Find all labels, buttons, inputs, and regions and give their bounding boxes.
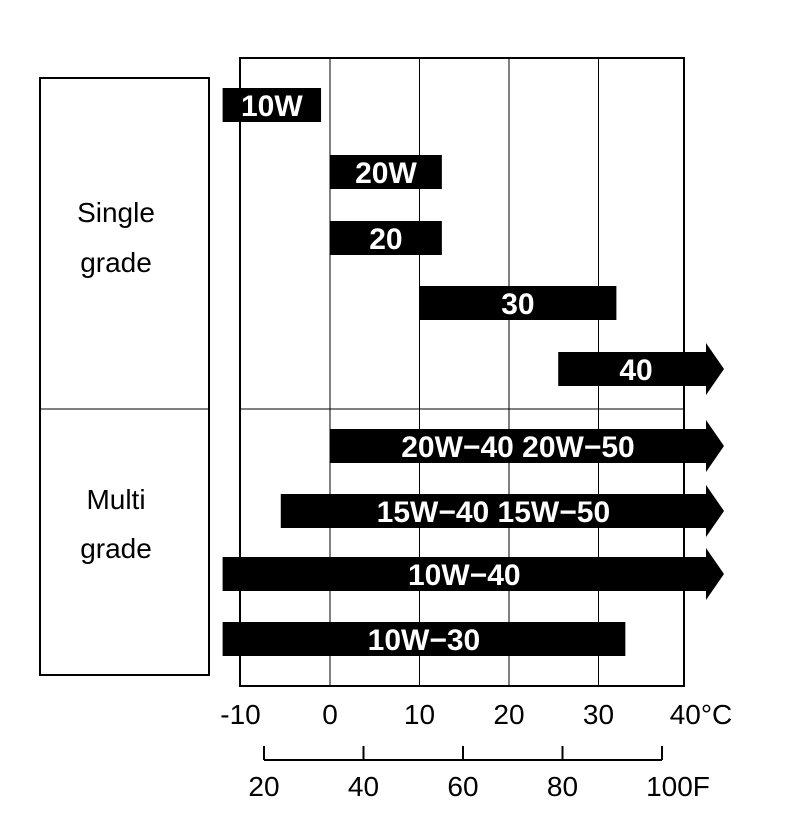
celsius-tick-label: 40°C [670, 699, 733, 730]
group-label-line: Multi [86, 484, 145, 515]
bar-label: 20 [369, 223, 402, 256]
bar-7 [280, 485, 724, 537]
celsius-tick-label: 20 [493, 699, 524, 730]
fahrenheit-tick-label: 100F [646, 771, 710, 802]
bar-3 [330, 221, 442, 255]
bar-label: 10W−30 [368, 624, 481, 657]
bar-6 [330, 420, 724, 472]
celsius-tick-label: 30 [583, 699, 614, 730]
fahrenheit-axis: 20 40 60 80 100F [248, 746, 710, 802]
group-label-box [39, 77, 210, 676]
group-label-multi-grade: Multi grade [80, 484, 152, 564]
bar-8 [222, 548, 724, 600]
fahrenheit-tick-label: 80 [547, 771, 578, 802]
bar-5 [558, 343, 724, 395]
chart-frame [39, 57, 685, 687]
bar-9 [222, 622, 626, 656]
fahrenheit-tick-label: 60 [447, 771, 478, 802]
bar-label: 10W−40 [408, 559, 521, 592]
bar-label: 30 [501, 288, 534, 321]
group-label-line: grade [80, 247, 152, 278]
fahrenheit-tick-label: 20 [248, 771, 279, 802]
bar-label: 10W [241, 90, 303, 123]
celsius-tick-label: 10 [404, 699, 435, 730]
group-label-single-grade: Single grade [77, 197, 155, 278]
celsius-tick-label: -10 [220, 699, 260, 730]
group-labels: Single grade Multi grade [77, 197, 155, 564]
chart-bars: 10W 20W 20 30 40 20W−40 20W−50 15W−40 15W−50 10… [222, 88, 724, 657]
bar-label: 40 [619, 354, 652, 387]
bar-1 [222, 88, 322, 122]
bar-label: 15W−40 15W−50 [377, 496, 610, 529]
bar-4 [419, 286, 617, 320]
fahrenheit-tick-label: 40 [348, 771, 379, 802]
bar-label: 20W−40 20W−50 [401, 431, 634, 464]
bar-2 [330, 155, 442, 189]
bar-label: 20W [355, 157, 417, 190]
group-label-line: grade [80, 533, 152, 564]
group-label-line: Single [77, 197, 155, 228]
celsius-tick-label: 0 [322, 699, 338, 730]
celsius-axis: -10 0 10 20 30 40°C [220, 699, 732, 730]
